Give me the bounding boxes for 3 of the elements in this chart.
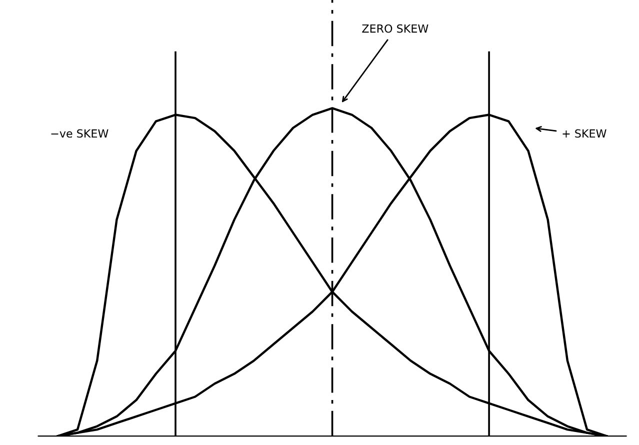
text: ZERO SKEW: [362, 24, 428, 33]
annotation: + SKEW: [562, 129, 606, 138]
annotation: −ve SKEW: [51, 129, 108, 138]
